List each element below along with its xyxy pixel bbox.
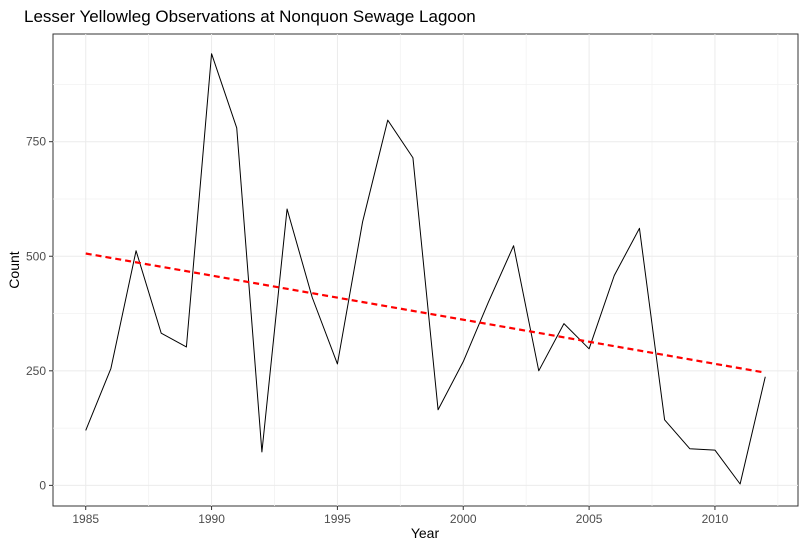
axes: 1985 1990 1995 2000 2005 2010 0 250 500 750 <box>26 135 729 526</box>
count-point <box>211 53 212 54</box>
y-tick-label: 750 <box>26 135 46 149</box>
count-point <box>110 368 111 369</box>
count-point <box>261 451 262 452</box>
count-point <box>639 228 640 229</box>
count-point <box>362 221 363 222</box>
y-tick-label: 500 <box>26 249 46 263</box>
count-point <box>513 245 514 246</box>
count-point <box>287 209 288 210</box>
x-tick-label: 1990 <box>198 512 225 526</box>
count-point <box>689 448 690 449</box>
x-tick-label: 2005 <box>576 512 603 526</box>
trend-line <box>85 252 766 374</box>
count-point <box>438 409 439 410</box>
x-tick-label: 1985 <box>72 512 99 526</box>
count-series-line <box>85 53 766 485</box>
x-tick-label: 2010 <box>702 512 729 526</box>
count-point <box>664 419 665 420</box>
count-point <box>186 346 187 347</box>
count-point <box>136 250 137 251</box>
count-point <box>387 120 388 121</box>
count-point <box>463 361 464 362</box>
count-point <box>488 302 489 303</box>
x-tick-label: 2000 <box>450 512 477 526</box>
count-point <box>236 127 237 128</box>
count-point <box>538 370 539 371</box>
count-point <box>85 430 86 431</box>
trend-point <box>85 253 86 254</box>
count-point <box>714 450 715 451</box>
count-point <box>312 297 313 298</box>
count-point <box>337 363 338 364</box>
series-layer <box>85 53 766 485</box>
count-point <box>161 333 162 334</box>
count-point <box>765 376 766 377</box>
y-tick-label: 0 <box>39 478 46 492</box>
y-axis-title: Count <box>6 251 22 288</box>
count-point <box>589 348 590 349</box>
count-point <box>614 275 615 276</box>
count-point <box>563 323 564 324</box>
x-tick-label: 1995 <box>324 512 351 526</box>
chart-title: Lesser Yellowleg Observations at Nonquon… <box>24 7 476 26</box>
panel-border <box>52 33 799 507</box>
grid <box>53 34 798 506</box>
count-point <box>740 484 741 485</box>
y-tick-label: 250 <box>26 364 46 378</box>
count-point <box>412 157 413 158</box>
trend-point <box>765 372 766 373</box>
x-axis-title: Year <box>411 525 440 541</box>
